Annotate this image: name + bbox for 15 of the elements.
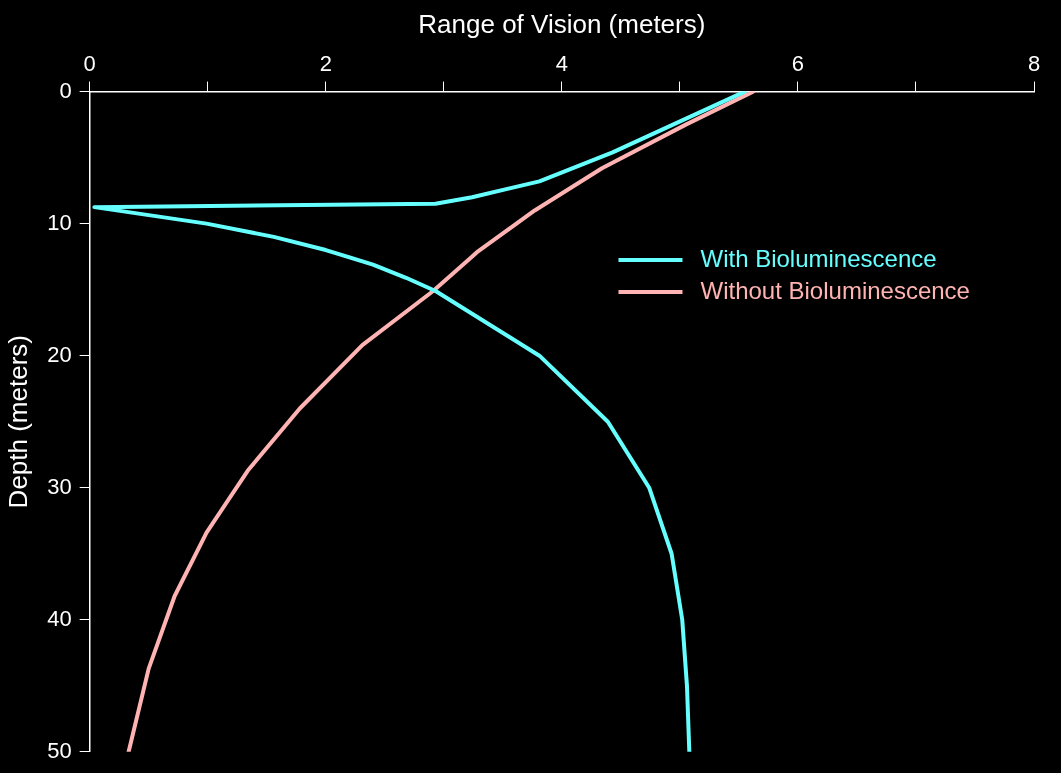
y-axis-title: Depth (meters) [2, 335, 33, 509]
y-tick-label: 10 [47, 209, 72, 235]
x-tick-label: 0 [83, 51, 96, 77]
y-tick-label: 50 [47, 737, 72, 763]
x-tick-label: 4 [555, 51, 568, 77]
y-tick-label: 0 [59, 77, 72, 103]
legend-label: With Bioluminescence [700, 244, 937, 272]
y-tick-label: 20 [47, 341, 72, 367]
x-tick-label: 2 [319, 51, 332, 77]
x-tick-label: 8 [1027, 51, 1041, 77]
x-axis-title: Range of Vision (meters) [418, 8, 706, 39]
legend-label: Without Bioluminescence [700, 276, 970, 304]
y-tick-label: 30 [47, 473, 72, 499]
x-tick-label: 6 [791, 51, 805, 77]
y-tick-label: 40 [47, 605, 72, 631]
